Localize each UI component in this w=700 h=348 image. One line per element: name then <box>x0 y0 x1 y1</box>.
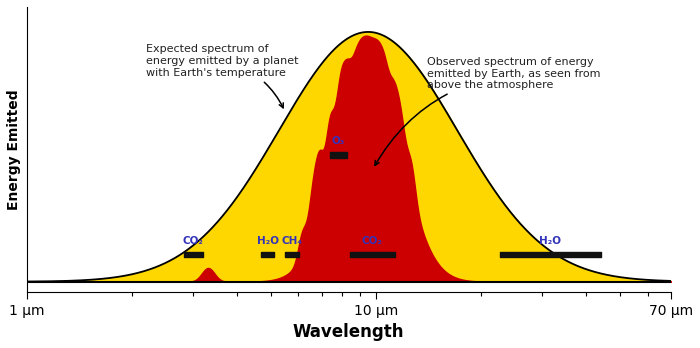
Text: Expected spectrum of
energy emitted by a planet
with Earth's temperature: Expected spectrum of energy emitted by a… <box>146 45 299 108</box>
Text: CO₂: CO₂ <box>183 236 204 246</box>
Text: Observed spectrum of energy
emitted by Earth, as seen from
above the atmosphere: Observed spectrum of energy emitted by E… <box>375 57 601 165</box>
Text: O₃: O₃ <box>332 136 345 146</box>
Text: H₂O: H₂O <box>256 236 279 246</box>
X-axis label: Wavelength: Wavelength <box>293 323 405 341</box>
Text: H₂O: H₂O <box>540 236 561 246</box>
Y-axis label: Energy Emitted: Energy Emitted <box>7 89 21 209</box>
Text: CO₂: CO₂ <box>362 236 383 246</box>
Text: CH₄: CH₄ <box>281 236 302 246</box>
